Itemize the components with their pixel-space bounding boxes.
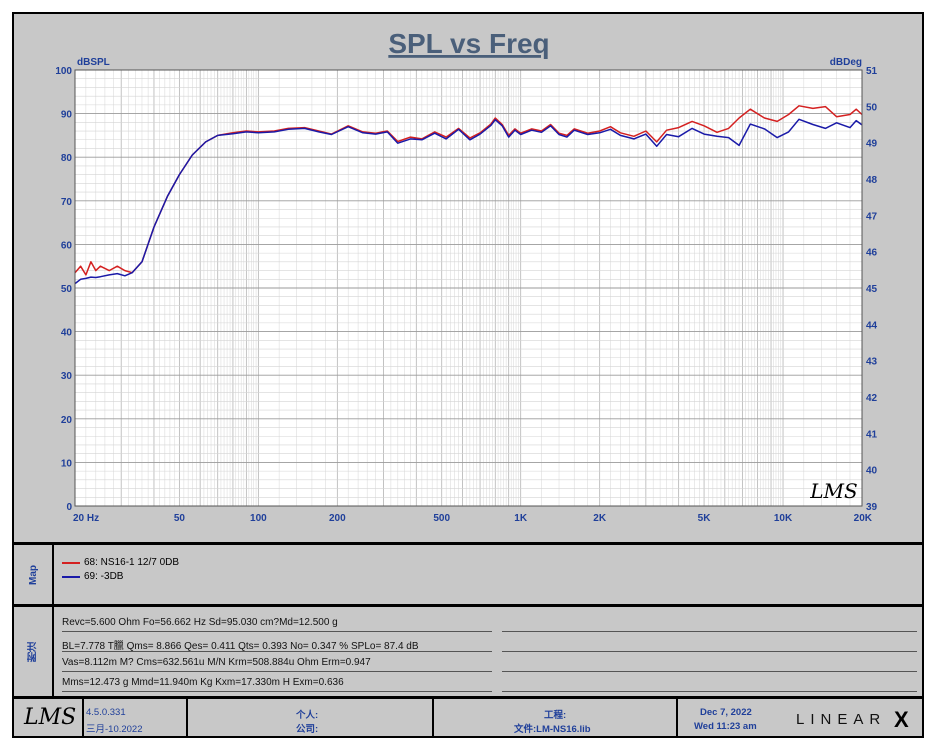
note-text: Vas=8.112m M? Cms=632.561u M/N Krm=508.8…: [62, 657, 371, 668]
note-text: BL=7.778 T臘 Qms= 8.866 Qes= 0.411 Qts= 0…: [62, 641, 419, 652]
y-tick-label: 60: [61, 240, 73, 251]
footer-panel: LMS 4.5.0.331 三月-10.2022 个人: 公司: 工程: 文件:…: [12, 696, 924, 738]
plot-border: [74, 69, 863, 507]
notes-panel: 附注 Revc=5.600 Ohm Fo=56.662 Hz Sd=95.030…: [12, 604, 924, 696]
brand-text: LINEAR: [796, 711, 887, 728]
y-axis-left-label: dBSPL: [77, 57, 110, 68]
y-right-tick-label: 40: [866, 466, 878, 477]
note-divider: [502, 671, 917, 672]
x-tick-label: 20K: [854, 513, 873, 524]
notes-tab: 附注: [14, 607, 54, 696]
note-row: Revc=5.600 Ohm Fo=56.662 Hz Sd=95.030 cm…: [62, 615, 917, 634]
legend-item: 68: NS16-1 12/7 0DB: [62, 557, 179, 568]
date-text: Dec 7, 2022: [700, 707, 752, 718]
y-right-tick-label: 46: [866, 248, 878, 259]
time-text: Wed 11:23 am: [694, 721, 757, 732]
note-divider: [502, 651, 917, 652]
notes-tab-label: 附注: [27, 641, 39, 662]
person-label: 个人:: [296, 710, 319, 721]
footer-brand-cell: LINEAR X: [788, 699, 922, 736]
note-row: Vas=8.112m M? Cms=632.561u M/N Krm=508.8…: [62, 655, 917, 674]
note-row: Mms=12.473 g Mmd=11.940m Kg Kxm=17.330m …: [62, 675, 917, 694]
y-right-tick-label: 47: [866, 211, 878, 222]
chart-title: SPL vs Freq: [388, 28, 549, 59]
brand-x-icon: X: [894, 707, 909, 732]
x-tick-label: 50: [174, 513, 186, 524]
x-tick-label: 10K: [774, 513, 793, 524]
series-group: [74, 105, 863, 285]
legend-tab-label: Map: [27, 564, 39, 585]
y-right-tick-label: 51: [866, 66, 878, 77]
version-date: 三月-10.2022: [86, 724, 143, 735]
note-divider: [62, 671, 492, 672]
y-tick-label: 70: [61, 197, 73, 208]
x-tick-label: 20 Hz: [73, 513, 99, 524]
footer-person-cell: 个人: 公司:: [188, 699, 434, 736]
footer-version-cell: 4.5.0.331 三月-10.2022: [84, 699, 188, 736]
y-tick-label: 40: [61, 328, 73, 339]
legend-swatch-blue: [62, 575, 80, 578]
y-tick-label: 50: [61, 284, 73, 295]
spl-chart: 0 10 20 30 40 50 60 70 80 90 100 39 40 41 42 43 44 45 46 47…: [55, 28, 877, 524]
footer-logo-cell: LMS: [14, 699, 84, 736]
note-divider: [62, 691, 492, 692]
legend-panel: Map 68: NS16-1 12/7 0DB 69: -3DB: [12, 542, 924, 604]
version-text: 4.5.0.331: [86, 707, 126, 718]
y-right-tick-label: 42: [866, 393, 878, 404]
y-tick-label: 100: [55, 66, 72, 77]
note-divider: [502, 631, 917, 632]
y-right-tick-label: 41: [866, 429, 878, 440]
note-divider: [62, 631, 492, 632]
footer-date-cell: Dec 7, 2022 Wed 11:23 am: [678, 699, 788, 736]
legend-tab: Map: [14, 545, 54, 604]
y-tick-label: 80: [61, 153, 73, 164]
legend-item-label: 69: -3DB: [84, 571, 124, 582]
x-tick-label: 500: [433, 513, 450, 524]
footer-logo: LMS: [24, 705, 77, 730]
y-right-tick-label: 43: [866, 357, 878, 368]
note-text: Mms=12.473 g Mmd=11.940m Kg Kxm=17.330m …: [62, 677, 344, 688]
y-tick-label: 20: [61, 415, 73, 426]
y-right-tick-label: 39: [866, 502, 878, 513]
note-divider: [62, 651, 492, 652]
project-label: 工程:: [544, 710, 567, 721]
company-label: 公司:: [296, 724, 319, 735]
y-tick-label: 90: [61, 110, 73, 121]
x-tick-label: 1K: [514, 513, 528, 524]
y-right-tick-label: 45: [866, 284, 878, 295]
chart-logo: LMS: [809, 479, 857, 503]
y-right-tick-label: 48: [866, 175, 878, 186]
note-row: BL=7.778 T臘 Qms= 8.866 Qes= 0.411 Qts= 0…: [62, 635, 917, 654]
y-tick-label: 0: [66, 502, 72, 513]
y-right-tick-label: 44: [866, 320, 878, 331]
footer-project-cell: 工程: 文件:LM-NS16.lib: [434, 699, 678, 736]
file-label: 文件:LM-NS16.lib: [514, 724, 591, 735]
y-right-tick-label: 49: [866, 139, 878, 150]
x-tick-label: 200: [329, 513, 346, 524]
note-divider: [502, 691, 917, 692]
x-tick-label: 100: [250, 513, 267, 524]
y-tick-label: 10: [61, 458, 73, 469]
y-right-tick-label: 50: [866, 102, 878, 113]
note-text: Revc=5.600 Ohm Fo=56.662 Hz Sd=95.030 cm…: [62, 617, 338, 628]
y-axis-right-label: dBDeg: [830, 57, 862, 68]
x-tick-label: 5K: [698, 513, 712, 524]
legend-swatch-red: [62, 561, 80, 564]
legend-item-label: 68: NS16-1 12/7 0DB: [84, 557, 180, 568]
x-tick-label: 2K: [593, 513, 607, 524]
legend-item: 69: -3DB: [62, 571, 123, 582]
y-tick-label: 30: [61, 371, 73, 382]
axes: 0 10 20 30 40 50 60 70 80 90 100 39 40 41 42 43 44 45 46 47…: [55, 66, 877, 524]
series-line-blue: [74, 118, 863, 285]
